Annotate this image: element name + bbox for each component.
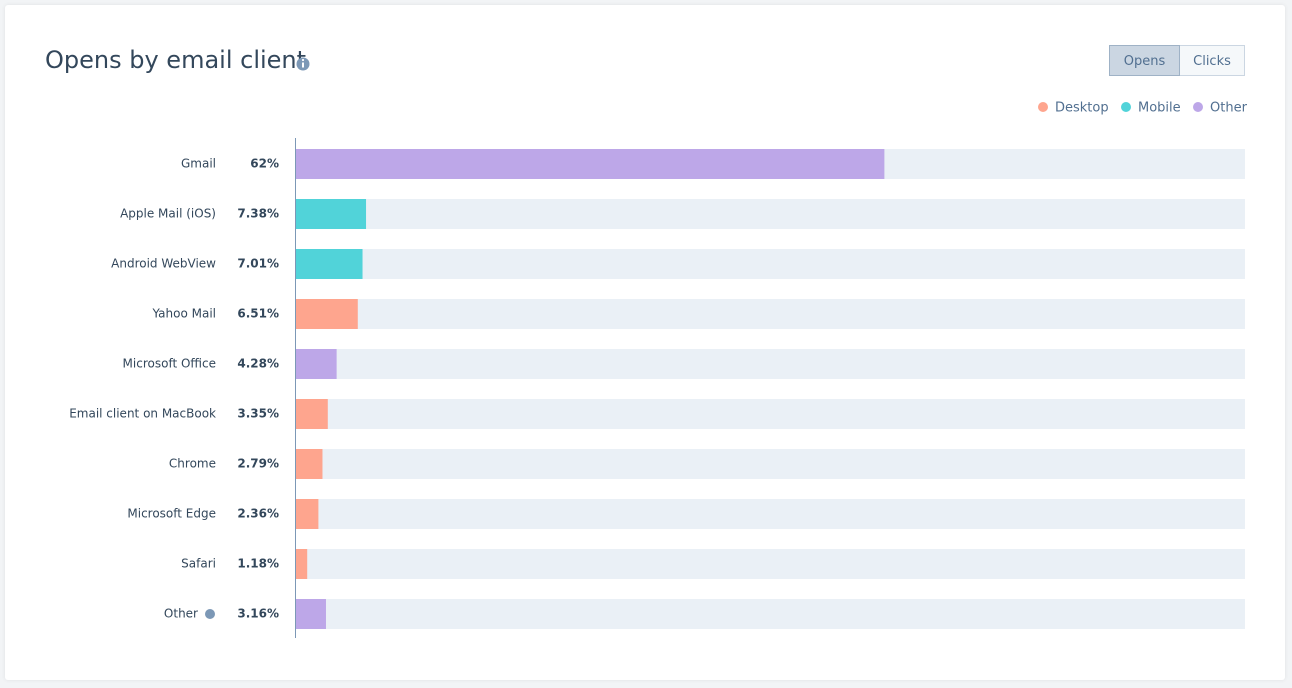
bar-track [296,299,1245,329]
category-label: Yahoo Mail [151,307,216,321]
value-label: 62% [250,157,279,171]
info-icon [296,57,310,71]
value-label: 1.18% [237,557,279,571]
value-label: 3.35% [237,407,279,421]
bar [296,199,367,229]
category-label: Chrome [169,457,216,471]
bar [296,499,319,529]
category-label: Email client on MacBook [69,407,216,421]
value-label: 4.28% [237,357,279,371]
value-label: 2.36% [237,507,279,521]
bar-track [296,399,1245,429]
bar [296,599,326,629]
category-label: Gmail [181,157,216,171]
bar-track [296,199,1245,229]
value-label: 3.16% [237,607,279,621]
toggle-button[interactable]: Clicks [1180,45,1245,76]
bar [296,299,358,329]
bar-track [296,249,1245,279]
bar [296,149,885,179]
legend-label: Desktop [1055,101,1109,116]
category-label: Other [164,607,198,621]
toggle-button[interactable]: Opens [1109,45,1180,76]
legend-swatch [1121,102,1131,112]
category-label: Apple Mail (iOS) [120,207,216,221]
category-label: Android WebView [111,257,216,271]
bar [296,549,308,579]
info-icon [205,609,215,619]
bar-track [296,549,1245,579]
legend-label: Mobile [1138,101,1181,116]
bar-track [296,349,1245,379]
category-label: Microsoft Office [123,357,216,371]
bar [296,399,328,429]
legend-swatch [1193,102,1203,112]
bar-track [296,599,1245,629]
category-label: Microsoft Edge [127,507,216,521]
bar [296,249,363,279]
bar-track [296,499,1245,529]
value-label: 6.51% [237,307,279,321]
value-label: 2.79% [237,457,279,471]
value-label: 7.38% [237,207,279,221]
legend-label: Other [1210,101,1248,116]
bar-track [296,449,1245,479]
legend-swatch [1038,102,1048,112]
chart-title: Opens by email client [45,46,306,74]
value-label: 7.01% [237,257,279,271]
category-label: Safari [181,557,216,571]
bar [296,349,337,379]
bar [296,449,323,479]
